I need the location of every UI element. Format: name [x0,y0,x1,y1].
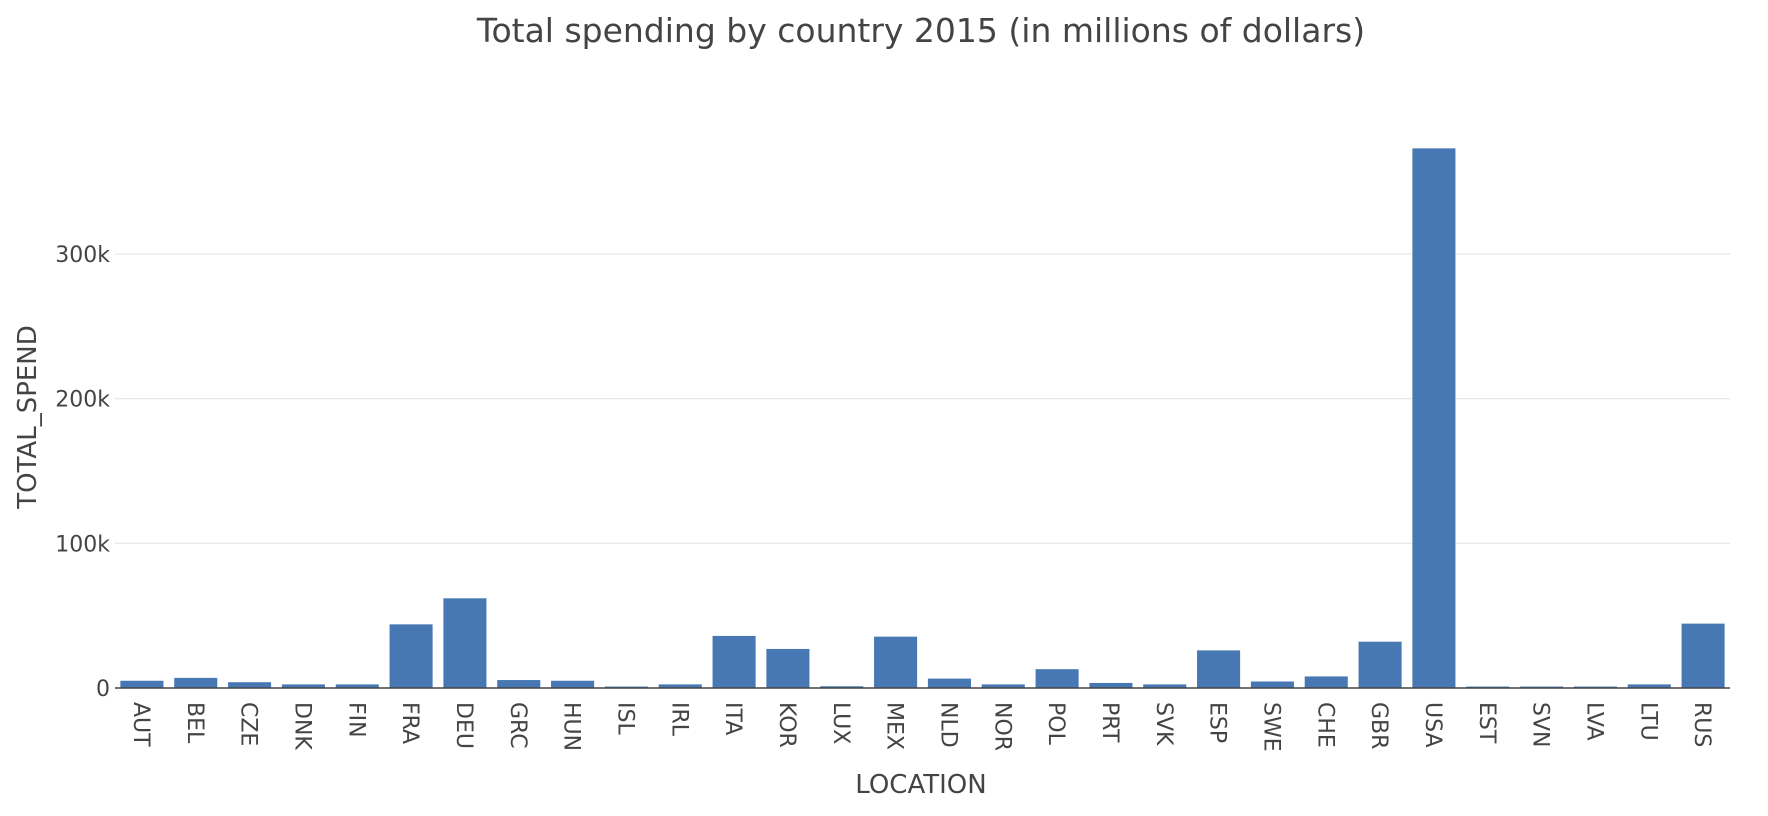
bar-bel[interactable] [174,677,218,688]
x-tick-label: KOR [774,702,799,748]
x-tick-label: ISL [612,702,637,735]
x-tick-labels: AUT BEL CZE DNK FIN FRA DEU GRC HUN ISL IRL ITA KOR L… [128,702,1714,752]
bar-rus[interactable] [1681,623,1725,688]
bar-kor[interactable] [766,648,810,688]
x-tick-label: BEL [182,702,207,744]
bars [120,148,1725,689]
bar-nld[interactable] [927,678,971,688]
gridlines [115,253,1730,544]
x-tick-label: LTU [1635,702,1660,741]
x-tick-label: LUX [828,702,853,744]
x-tick-label: HUN [559,702,584,751]
bar-swe[interactable] [1250,681,1294,688]
x-tick-label: NLD [935,702,960,748]
x-tick-label: DNK [289,702,314,750]
bar-prt[interactable] [1089,682,1133,688]
x-tick-label: FIN [343,702,368,738]
bar-grc[interactable] [497,680,541,688]
x-tick-label: FRA [397,702,422,744]
y-tick-labels: 0 100k 200k 300k [55,243,110,702]
x-tick-label: LVA [1581,702,1606,741]
x-tick-label: GRC [505,702,530,749]
bar-ita[interactable] [712,635,756,688]
bar-fra[interactable] [389,624,433,688]
x-tick-label: IRL [666,702,691,737]
x-tick-label: SVN [1528,702,1553,747]
bar-nor[interactable] [981,684,1025,688]
x-tick-label: SWE [1258,702,1283,752]
bar-usa[interactable] [1412,148,1456,689]
x-tick-label: DEU [451,702,476,749]
x-tick-label: CHE [1312,702,1337,748]
chart-title: Total spending by country 2015 (in milli… [476,11,1365,50]
x-tick-label: ESP [1205,702,1230,743]
x-tick-label: RUS [1689,702,1714,747]
x-tick-label: EST [1474,702,1499,744]
x-tick-label: NOR [989,702,1014,751]
bar-irl[interactable] [658,684,702,688]
y-tick-label: 300k [55,243,110,268]
bar-aut[interactable] [120,680,164,688]
bar-esp[interactable] [1197,650,1241,688]
bar-fin[interactable] [335,684,379,688]
bar-cze[interactable] [228,682,272,688]
x-tick-label: GBR [1366,702,1391,749]
bar-pol[interactable] [1035,669,1079,688]
bar-hun[interactable] [551,680,595,688]
bar-mex[interactable] [874,636,918,688]
bar-deu[interactable] [443,598,487,688]
x-tick-label: AUT [128,702,153,747]
bar-gbr[interactable] [1358,641,1402,688]
bar-lux[interactable] [820,686,864,688]
y-tick-label: 0 [96,677,110,702]
bar-dnk[interactable] [281,684,325,688]
y-axis-title: TOTAL_SPEND [13,325,43,510]
bar-svk[interactable] [1143,684,1187,688]
x-tick-label: ITA [720,702,745,735]
x-tick-label: SVK [1151,702,1176,746]
x-tick-label: USA [1420,702,1445,748]
x-tick-label: MEX [882,702,907,750]
bar-ltu[interactable] [1627,684,1671,688]
y-tick-label: 100k [55,532,110,557]
x-axis-title: LOCATION [855,770,986,800]
x-tick-label: PRT [1097,702,1122,743]
bar-che[interactable] [1304,676,1348,688]
x-tick-label: CZE [236,702,261,746]
y-tick-label: 200k [55,388,110,413]
x-tick-label: POL [1043,702,1068,746]
